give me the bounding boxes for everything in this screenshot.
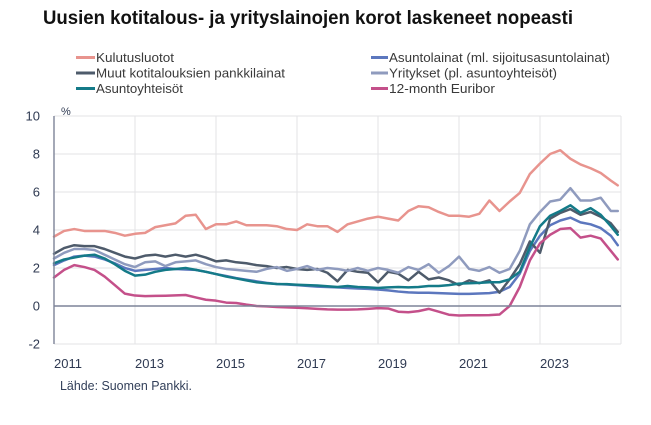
x-tick-label: 2013	[135, 356, 164, 371]
x-tick-label: 2017	[297, 356, 326, 371]
x-tick-label: 2015	[216, 356, 245, 371]
y-tick-label: 10	[26, 109, 40, 124]
legend-label: Asuntolainat (ml. sijoitusasuntolainat)	[389, 51, 610, 65]
legend-label: 12-month Euribor	[389, 82, 495, 96]
axes	[53, 116, 621, 344]
series-line-kulutusluotot	[52, 148, 620, 238]
x-tick-label: 2021	[459, 356, 488, 371]
x-tick-label: 2023	[540, 356, 569, 371]
legend-item-asuntoyhteisot: Asuntoyhteisöt	[76, 82, 184, 96]
y-tick-label: 0	[33, 299, 40, 314]
x-tick-label: 2011	[54, 356, 82, 371]
legend-item-euribor: 12-month Euribor	[371, 82, 495, 96]
legend-item-asuntolainat: Asuntolainat (ml. sijoitusasuntolainat)	[371, 51, 610, 65]
chart-title: Uusien kotitalous- ja yrityslainojen kor…	[43, 8, 573, 29]
series-lines	[52, 148, 620, 317]
y-tick-labels: 10 8 6 4 2 0 -2	[26, 109, 40, 352]
series-line-12-month-euribor	[52, 226, 620, 317]
source-note: Lähde: Suomen Pankki.	[60, 378, 192, 393]
legend-item-muut-kotitalouksien-pankkilainat: Muut kotitalouksien pankkilainat	[76, 67, 286, 81]
legend-label: Asuntoyhteisöt	[96, 82, 184, 96]
legend-label: Yritykset (pl. asuntoyhteisöt)	[389, 67, 557, 81]
series-line-muut-kotitalouksien-pankkilainat	[52, 207, 620, 294]
y-tick-label: 2	[33, 261, 40, 276]
legend-label: Muut kotitalouksien pankkilainat	[96, 67, 286, 81]
y-tick-label: -2	[28, 337, 40, 352]
x-tick-labels: 2011 2013 2015 2017 2019 2021 2023	[54, 356, 569, 371]
y-tick-label: 4	[33, 223, 40, 238]
series-line-yritykset-pl-asuntoyhteisot	[52, 186, 620, 274]
y-tick-label: 8	[33, 147, 40, 162]
legend-item-yritykset: Yritykset (pl. asuntoyhteisöt)	[371, 67, 557, 81]
x-tick-label: 2019	[378, 356, 407, 371]
legend-item-kulutusluotot: Kulutusluotot	[76, 51, 175, 65]
legend-label: Kulutusluotot	[96, 51, 175, 65]
series-line-asuntoyhteisot	[52, 204, 620, 290]
y-tick-label: 6	[33, 185, 40, 200]
y-axis-unit-label: %	[61, 106, 71, 118]
legend: Kulutusluotot Asuntolainat (ml. sijoitus…	[76, 51, 610, 96]
